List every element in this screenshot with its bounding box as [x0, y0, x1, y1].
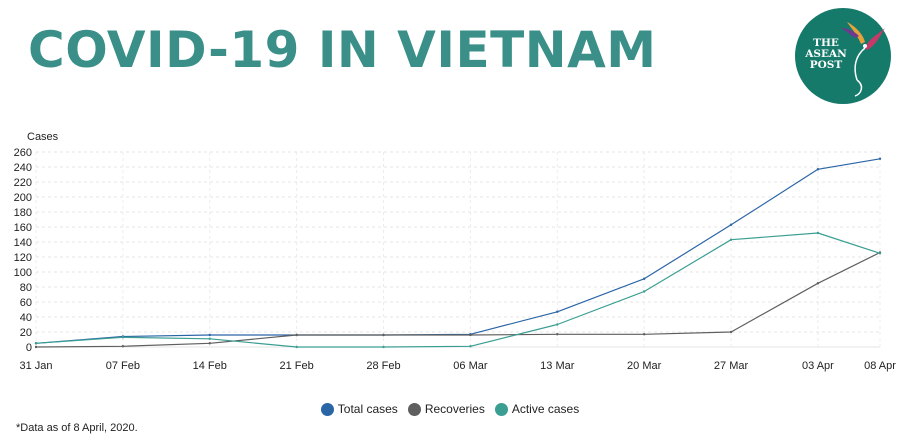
x-tick-label: 14 Feb	[193, 360, 227, 372]
data-point	[556, 323, 559, 326]
legend-swatch-total-cases	[320, 402, 334, 416]
data-point	[556, 333, 559, 336]
data-point	[816, 231, 820, 235]
data-point	[469, 333, 472, 337]
y-tick-label: 60	[20, 297, 32, 309]
data-point	[642, 333, 646, 336]
data-point	[382, 333, 385, 337]
legend-label-total-cases: Total cases	[337, 402, 398, 416]
series-line-active-cases	[35, 232, 881, 348]
y-tick-label: 220	[14, 177, 32, 189]
legend-label-active-cases: Active cases	[511, 402, 580, 416]
data-point	[729, 330, 733, 334]
x-tick-label: 06 Mar	[453, 360, 488, 372]
y-tick-label: 40	[20, 312, 32, 324]
legend-swatch-active-cases	[494, 402, 508, 416]
data-point	[642, 277, 646, 280]
data-point	[816, 282, 820, 285]
covid-line-chart: 0 20 40 60 80 100 120 140 160 180 200 220 240 260 31 J…	[14, 131, 897, 372]
series-line-recoveries	[35, 251, 881, 348]
y-tick-label: 160	[14, 222, 32, 234]
legend-item-recoveries[interactable]: Recoveries	[407, 402, 485, 416]
y-axis-label: Cases	[27, 131, 59, 143]
logo-line-the: THE	[813, 37, 839, 49]
data-point	[816, 168, 820, 171]
logo-line-post: POST	[809, 59, 843, 71]
page-title: COVID-19 IN VIETNAM	[28, 21, 657, 79]
y-tick-label: 140	[14, 237, 32, 249]
x-tick-label: 13 Mar	[540, 360, 575, 372]
data-point	[469, 345, 472, 348]
legend-swatch-recoveries	[407, 402, 421, 416]
x-tick-label: 08 Apr	[864, 360, 896, 372]
x-tick-label: 27 Mar	[714, 360, 749, 372]
y-tick-label: 120	[14, 252, 32, 264]
data-point	[208, 342, 211, 345]
x-tick-label: 21 Feb	[280, 360, 314, 372]
data-footnote: *Data as of 8 April, 2020.	[16, 422, 138, 434]
data-point	[121, 336, 125, 339]
data-point	[208, 333, 211, 337]
the-asean-post-logo: THE ASEAN POST	[795, 8, 891, 104]
data-point	[729, 223, 733, 226]
legend-item-total-cases[interactable]: Total cases	[320, 402, 398, 416]
x-tick-label: 20 Mar	[627, 360, 662, 372]
y-tick-label: 20	[20, 327, 32, 339]
legend-item-active-cases[interactable]: Active cases	[494, 402, 580, 416]
x-tick-label: 03 Apr	[802, 360, 834, 372]
y-tick-label: 80	[20, 282, 32, 294]
hummingbird-icon	[841, 22, 885, 97]
y-tick-label: 240	[14, 162, 32, 174]
data-point	[642, 290, 646, 293]
data-point	[556, 310, 559, 313]
y-tick-label: 200	[14, 192, 32, 204]
data-point	[878, 157, 882, 160]
data-point	[729, 238, 733, 241]
y-tick-label: 0	[26, 342, 32, 354]
data-point	[121, 345, 125, 348]
logo-line-asean: ASEAN	[805, 48, 847, 60]
y-tick-label: 100	[14, 267, 32, 279]
y-tick-label: 180	[14, 207, 32, 219]
data-point	[208, 337, 211, 340]
x-tick-label: 31 Jan	[19, 360, 52, 372]
data-point	[382, 345, 385, 349]
data-point	[34, 342, 38, 345]
chart-legend: Total cases Recoveries Active cases	[0, 402, 900, 416]
data-point	[34, 345, 38, 349]
series-line-total-cases	[35, 158, 881, 344]
x-tick-label: 28 Feb	[366, 360, 400, 372]
data-point	[878, 252, 882, 255]
data-point	[295, 333, 298, 337]
data-point	[295, 345, 298, 349]
x-tick-label: 07 Feb	[106, 360, 140, 372]
y-tick-label: 260	[14, 147, 32, 159]
legend-label-recoveries: Recoveries	[424, 402, 485, 416]
